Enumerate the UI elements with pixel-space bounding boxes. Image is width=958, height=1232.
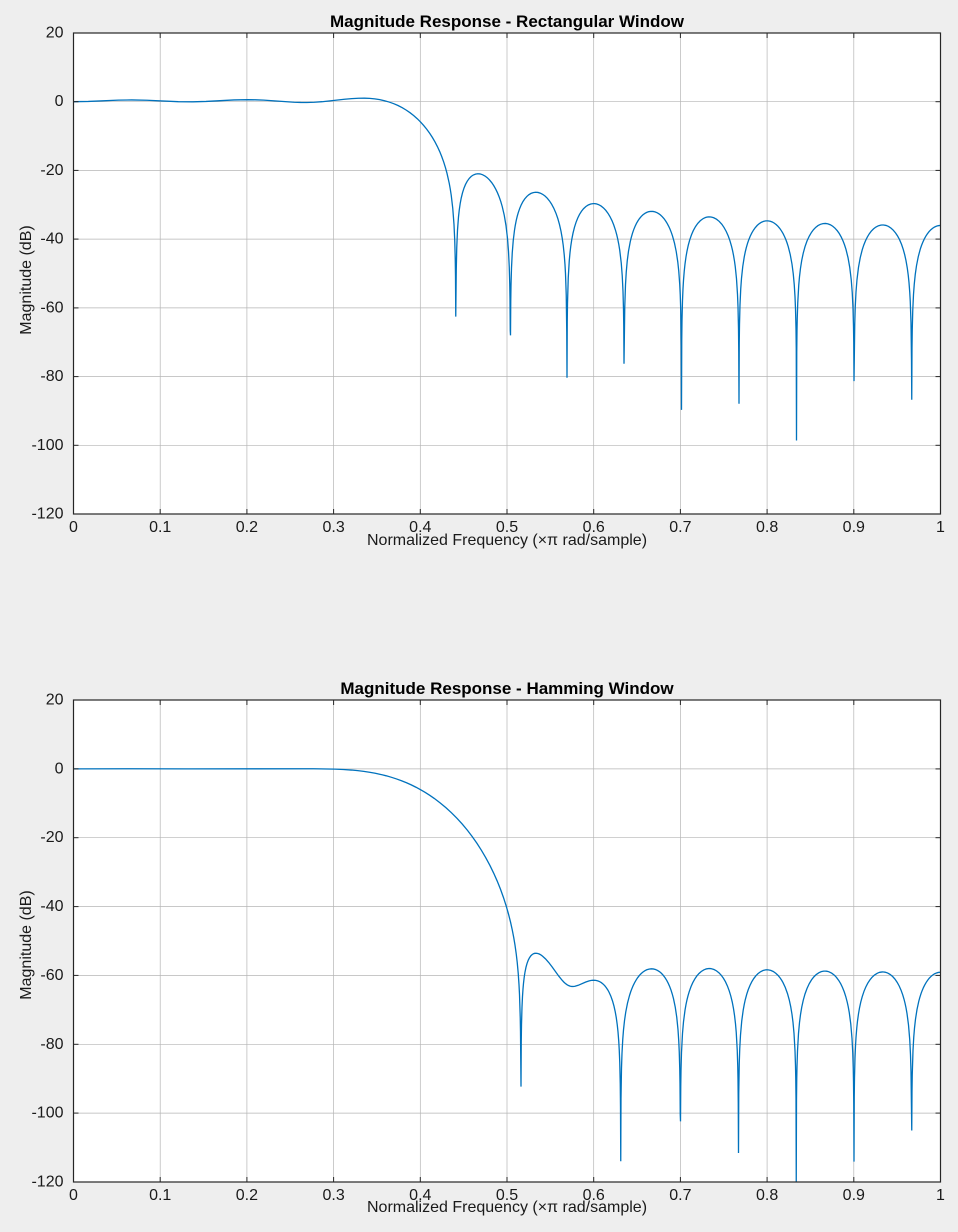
svg-text:0.7: 0.7 (669, 1187, 691, 1204)
svg-text:0.3: 0.3 (322, 519, 344, 536)
svg-text:Magnitude (dB): Magnitude (dB) (18, 890, 35, 999)
svg-text:0: 0 (55, 93, 64, 110)
svg-text:0: 0 (69, 519, 78, 536)
svg-text:-120: -120 (31, 506, 63, 523)
svg-text:Magnitude Response - Hamming W: Magnitude Response - Hamming Window (340, 679, 674, 698)
svg-text:-60: -60 (40, 967, 63, 984)
svg-text:-60: -60 (40, 299, 63, 316)
svg-text:0.9: 0.9 (843, 1187, 865, 1204)
svg-text:20: 20 (46, 25, 64, 42)
svg-text:0.2: 0.2 (236, 1187, 258, 1204)
svg-text:0: 0 (69, 1187, 78, 1204)
svg-text:Magnitude Response - Rectangul: Magnitude Response - Rectangular Window (330, 12, 685, 31)
svg-text:20: 20 (46, 692, 64, 709)
svg-text:0.1: 0.1 (149, 519, 171, 536)
svg-text:0.8: 0.8 (756, 1187, 778, 1204)
svg-text:0: 0 (55, 760, 64, 777)
svg-text:0.1: 0.1 (149, 1187, 171, 1204)
svg-text:0.9: 0.9 (843, 519, 865, 536)
svg-text:-20: -20 (40, 829, 63, 846)
svg-text:-40: -40 (40, 898, 63, 915)
svg-text:-100: -100 (31, 437, 63, 454)
svg-text:0.3: 0.3 (322, 1187, 344, 1204)
svg-text:-80: -80 (40, 1036, 63, 1053)
svg-text:0.2: 0.2 (236, 519, 258, 536)
svg-text:Normalized Frequency (×π rad/s: Normalized Frequency (×π rad/sample) (367, 532, 647, 549)
svg-text:Normalized Frequency (×π rad/s: Normalized Frequency (×π rad/sample) (367, 1199, 647, 1216)
svg-text:Magnitude (dB): Magnitude (dB) (18, 225, 35, 334)
svg-text:-80: -80 (40, 368, 63, 385)
svg-text:-120: -120 (31, 1174, 63, 1191)
svg-text:-20: -20 (40, 162, 63, 179)
svg-text:1: 1 (936, 1187, 945, 1204)
svg-text:0.7: 0.7 (669, 519, 691, 536)
svg-text:-100: -100 (31, 1105, 63, 1122)
svg-text:0.8: 0.8 (756, 519, 778, 536)
svg-text:-40: -40 (40, 231, 63, 248)
svg-text:1: 1 (936, 519, 945, 536)
